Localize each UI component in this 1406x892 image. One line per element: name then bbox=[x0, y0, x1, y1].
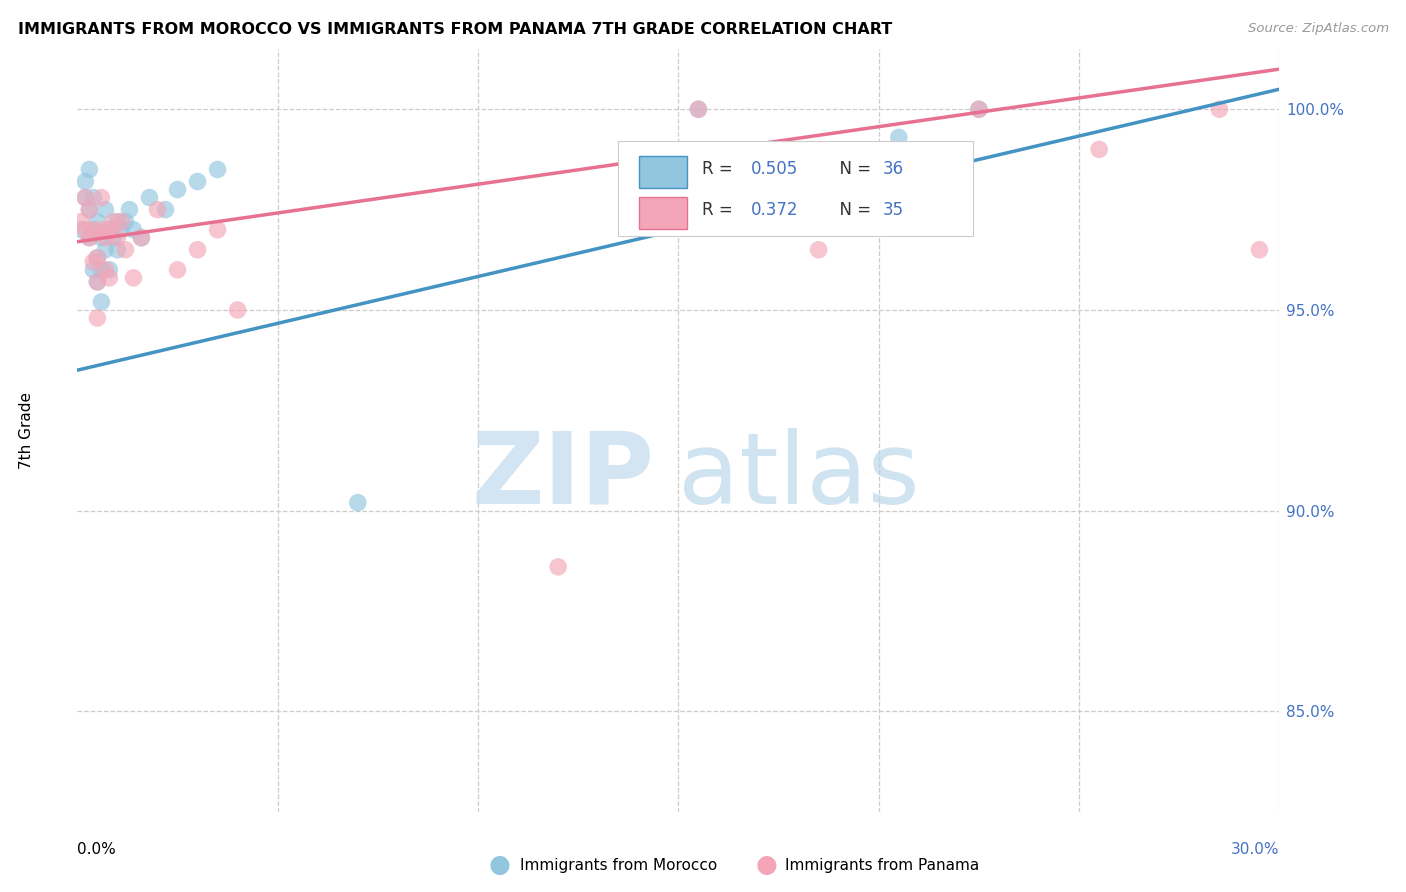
Point bbox=[967, 102, 990, 116]
Point bbox=[94, 202, 117, 217]
Point bbox=[79, 230, 101, 244]
Point bbox=[122, 222, 145, 236]
Point bbox=[138, 190, 160, 204]
Point bbox=[82, 190, 104, 204]
Point bbox=[86, 251, 108, 265]
Text: 0.372: 0.372 bbox=[751, 202, 799, 219]
Point bbox=[82, 222, 104, 236]
Point bbox=[94, 243, 117, 257]
Point bbox=[166, 262, 188, 277]
Point bbox=[98, 222, 121, 236]
Point bbox=[98, 262, 121, 277]
Point bbox=[107, 230, 129, 244]
Point bbox=[688, 102, 710, 116]
Point bbox=[79, 202, 101, 217]
Point bbox=[98, 270, 121, 285]
Point bbox=[75, 174, 97, 188]
Point bbox=[90, 262, 112, 277]
Point bbox=[110, 214, 132, 228]
Text: N =: N = bbox=[828, 202, 876, 219]
Point bbox=[86, 275, 108, 289]
Point bbox=[887, 130, 910, 145]
Point bbox=[131, 230, 153, 244]
Point bbox=[118, 202, 141, 217]
Point bbox=[79, 230, 101, 244]
Point bbox=[90, 222, 112, 236]
Point bbox=[79, 202, 101, 217]
Text: 7th Grade: 7th Grade bbox=[20, 392, 34, 469]
Point bbox=[90, 294, 112, 309]
Point bbox=[547, 559, 569, 574]
Point bbox=[1249, 243, 1271, 257]
Point bbox=[82, 262, 104, 277]
Text: 35: 35 bbox=[883, 202, 904, 219]
Point bbox=[94, 230, 117, 244]
Point bbox=[146, 202, 169, 217]
Point bbox=[122, 270, 145, 285]
Point bbox=[70, 222, 93, 236]
Text: N =: N = bbox=[828, 160, 876, 178]
Point bbox=[86, 310, 108, 325]
Point bbox=[226, 302, 249, 317]
Point bbox=[75, 222, 97, 236]
Text: ●: ● bbox=[488, 854, 510, 877]
Text: 0.0%: 0.0% bbox=[77, 842, 117, 857]
Text: Immigrants from Panama: Immigrants from Panama bbox=[785, 858, 979, 872]
Point bbox=[86, 214, 108, 228]
Point bbox=[187, 174, 209, 188]
Text: ●: ● bbox=[755, 854, 778, 877]
Point bbox=[114, 214, 136, 228]
FancyBboxPatch shape bbox=[638, 197, 686, 229]
Point bbox=[347, 495, 370, 509]
Point bbox=[82, 254, 104, 268]
Point bbox=[79, 162, 101, 177]
Text: atlas: atlas bbox=[679, 427, 920, 524]
Text: IMMIGRANTS FROM MOROCCO VS IMMIGRANTS FROM PANAMA 7TH GRADE CORRELATION CHART: IMMIGRANTS FROM MOROCCO VS IMMIGRANTS FR… bbox=[18, 22, 893, 37]
Point bbox=[90, 230, 112, 244]
Text: ZIP: ZIP bbox=[471, 427, 654, 524]
Point bbox=[807, 243, 830, 257]
Point bbox=[90, 190, 112, 204]
Point bbox=[1088, 142, 1111, 156]
Text: R =: R = bbox=[703, 202, 738, 219]
Point bbox=[110, 222, 132, 236]
Point bbox=[688, 102, 710, 116]
Point bbox=[75, 190, 97, 204]
Point bbox=[86, 251, 108, 265]
Point bbox=[155, 202, 177, 217]
Point bbox=[187, 243, 209, 257]
Point bbox=[131, 230, 153, 244]
Point bbox=[107, 214, 129, 228]
FancyBboxPatch shape bbox=[638, 156, 686, 188]
Point bbox=[86, 275, 108, 289]
Point bbox=[967, 102, 990, 116]
Point bbox=[114, 243, 136, 257]
Point bbox=[70, 214, 93, 228]
Text: R =: R = bbox=[703, 160, 738, 178]
Point bbox=[887, 162, 910, 177]
Text: Immigrants from Morocco: Immigrants from Morocco bbox=[520, 858, 717, 872]
FancyBboxPatch shape bbox=[619, 141, 973, 235]
Text: 36: 36 bbox=[883, 160, 904, 178]
Point bbox=[75, 190, 97, 204]
Point bbox=[103, 230, 125, 244]
Point bbox=[94, 262, 117, 277]
Point bbox=[98, 222, 121, 236]
Text: 30.0%: 30.0% bbox=[1232, 842, 1279, 857]
Point bbox=[103, 214, 125, 228]
Point bbox=[207, 222, 229, 236]
Point bbox=[166, 182, 188, 196]
Point bbox=[1208, 102, 1230, 116]
Text: Source: ZipAtlas.com: Source: ZipAtlas.com bbox=[1249, 22, 1389, 36]
Point bbox=[82, 222, 104, 236]
Text: 0.505: 0.505 bbox=[751, 160, 797, 178]
Point bbox=[207, 162, 229, 177]
Point bbox=[107, 243, 129, 257]
